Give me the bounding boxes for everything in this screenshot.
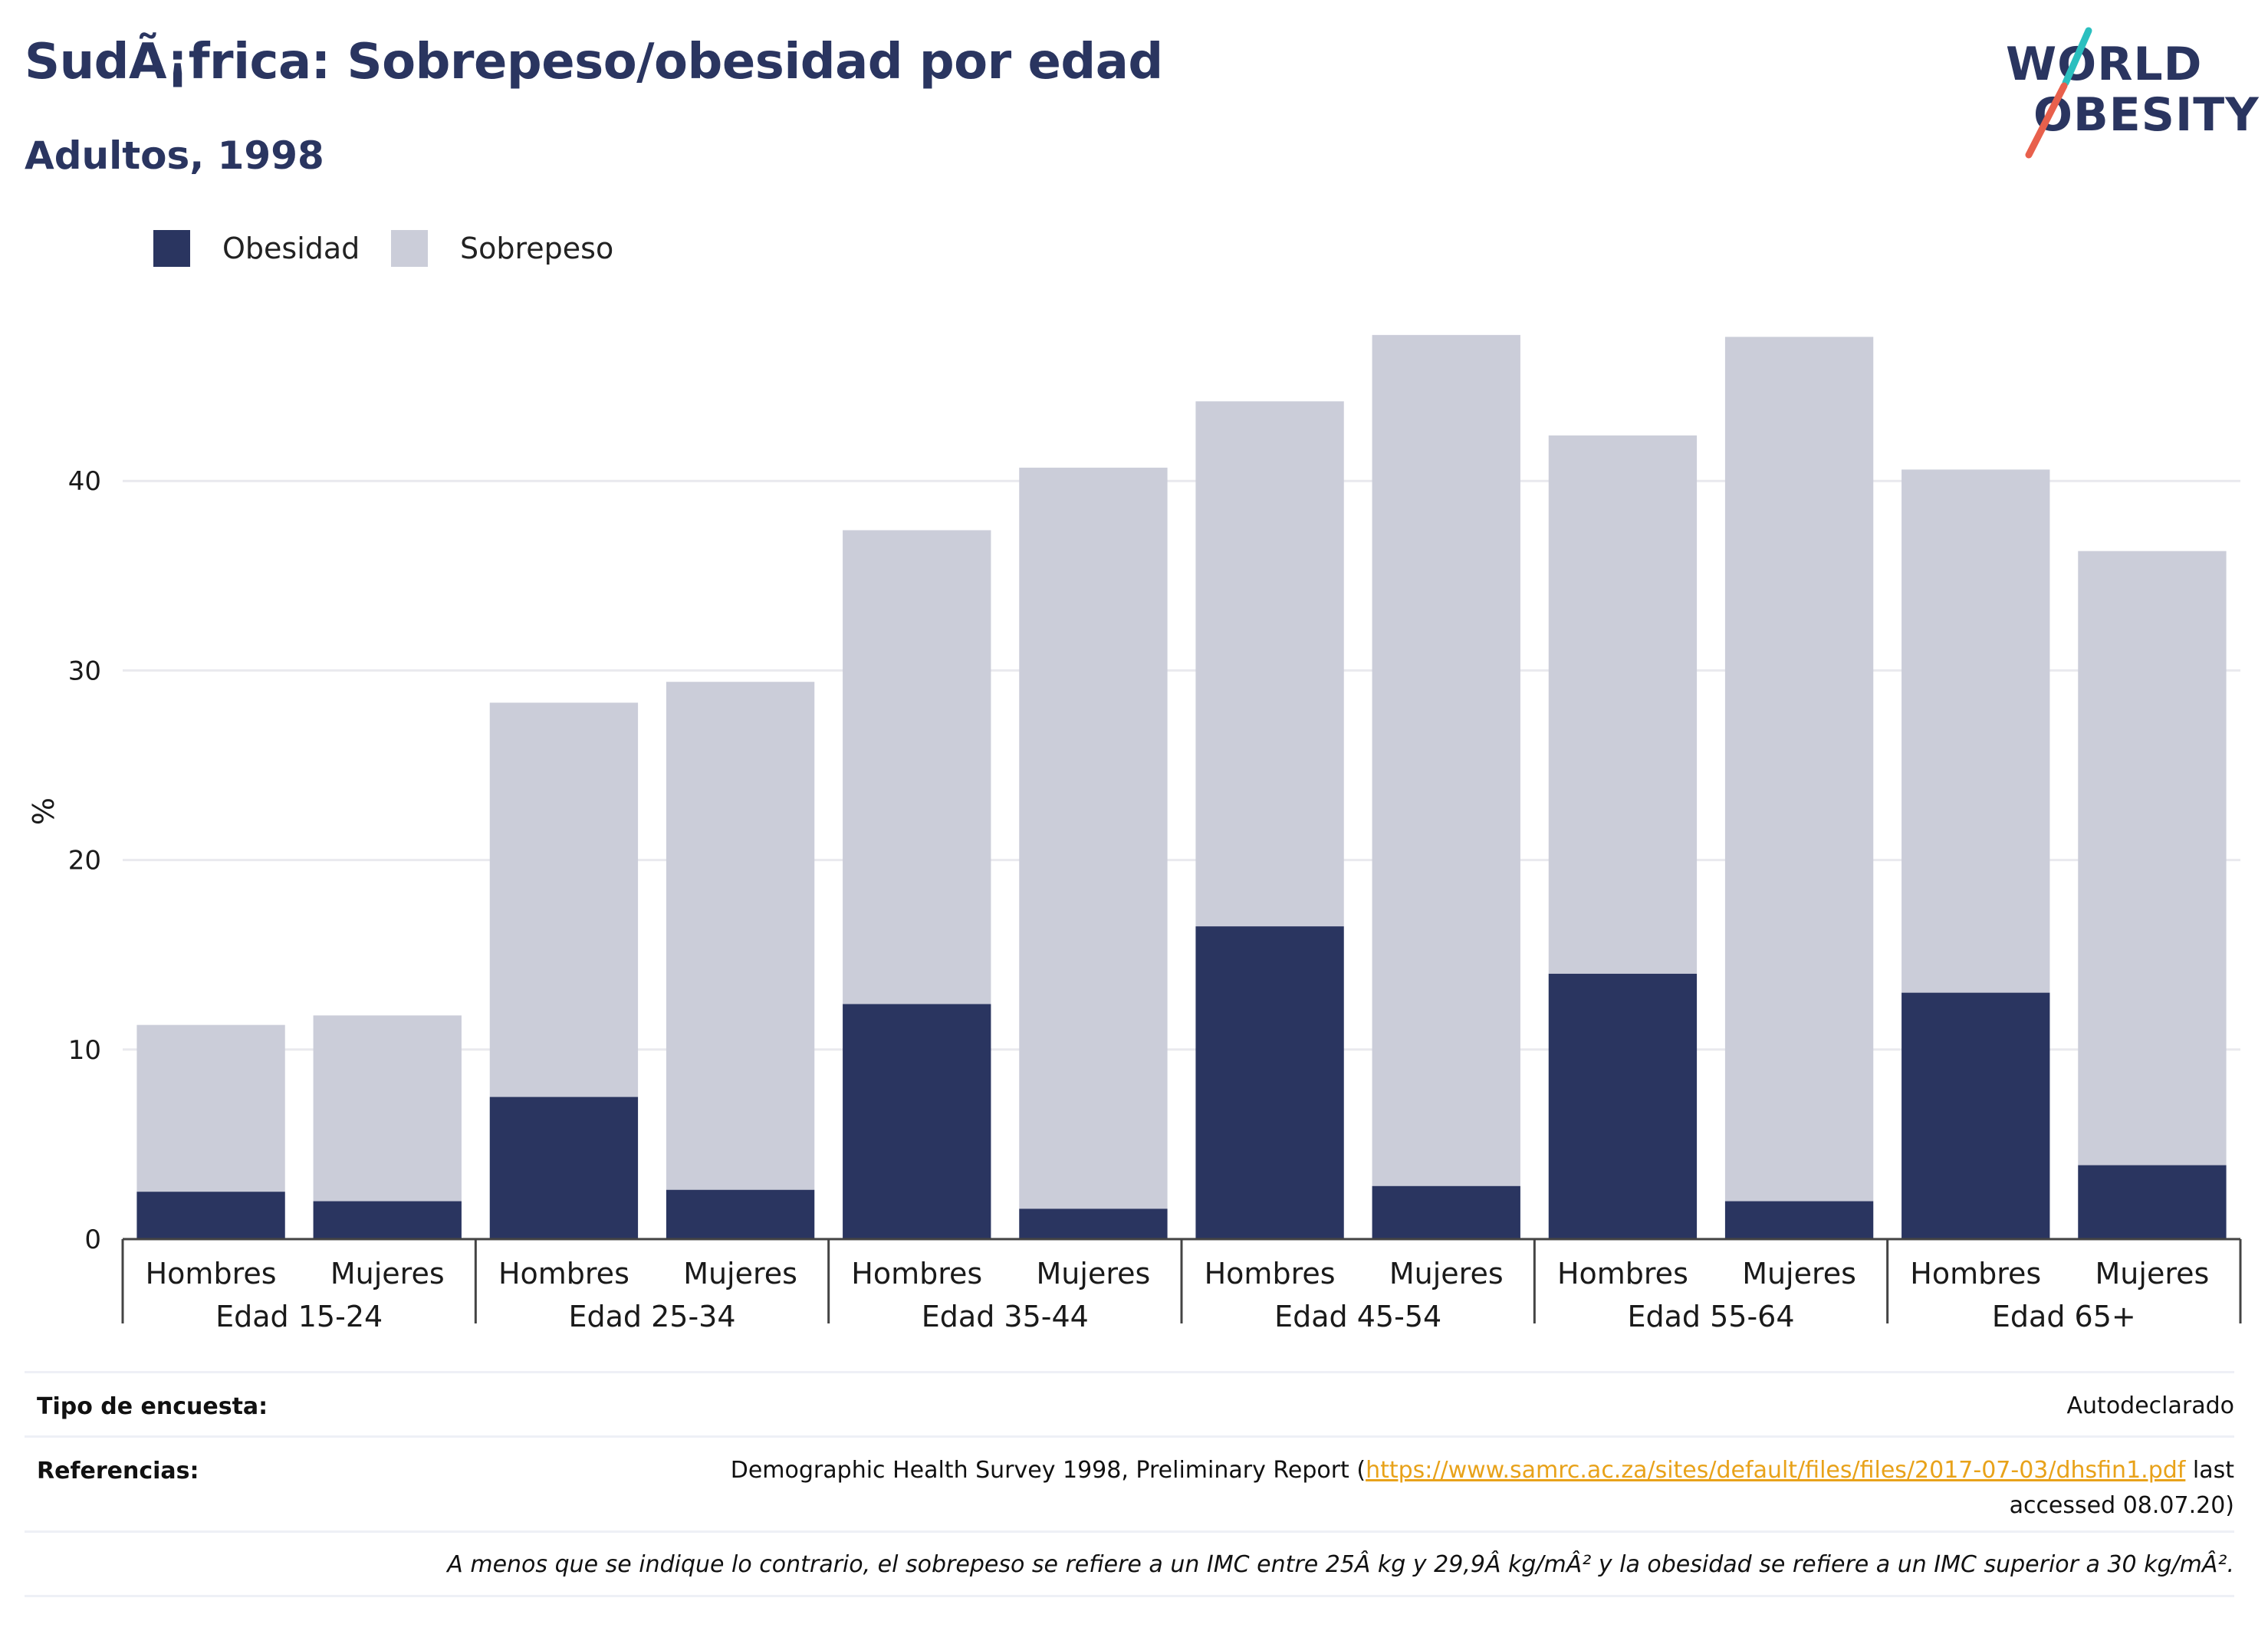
x-sub-tick-label: Mujeres [683, 1257, 797, 1290]
page-title: SudÃ¡frica: Sobrepeso/obesidad por edad [25, 34, 1163, 90]
references-label: Referencias: [37, 1458, 199, 1484]
bar-obesidad [1902, 992, 2050, 1239]
references-value: Demographic Health Survey 1998, Prelimin… [731, 1453, 2234, 1524]
y-axis-title: % [27, 797, 61, 825]
bar-sobrepeso [1019, 467, 1168, 1209]
x-sub-tick-label: Hombres [851, 1257, 982, 1290]
x-sub-tick-label: Mujeres [2095, 1257, 2210, 1290]
bar-obesidad [666, 1189, 815, 1239]
bar-obesidad [1195, 926, 1344, 1239]
footer-bottom-rule [25, 1595, 2234, 1598]
bar-obesidad [2078, 1165, 2227, 1239]
bar-sobrepeso [489, 702, 639, 1097]
x-group-label: Edad 25-34 [568, 1300, 735, 1333]
bar-sobrepeso [1372, 334, 1520, 1186]
y-tick-label: 40 [68, 466, 101, 497]
logo-slash-icon [2025, 27, 2092, 159]
survey-type-label: Tipo de encuesta: [37, 1393, 268, 1420]
x-sub-tick-label: Hombres [1557, 1257, 1688, 1290]
bar-obesidad [313, 1201, 462, 1239]
legend-label-obesidad: Obesidad [222, 232, 360, 265]
references-link[interactable]: https://www.samrc.ac.za/sites/default/fi… [1366, 1457, 2186, 1484]
survey-type-value: Autodeclarado [2066, 1392, 2234, 1419]
x-group-label: Edad 15-24 [215, 1300, 383, 1333]
bar-sobrepeso [136, 1024, 285, 1192]
bar-obesidad [1372, 1185, 1520, 1239]
bar-obesidad [1019, 1208, 1168, 1239]
legend-swatch-obesidad [153, 230, 190, 267]
x-sub-tick-label: Hombres [1910, 1257, 2041, 1290]
x-group-label: Edad 45-54 [1274, 1300, 1441, 1333]
bar-sobrepeso [843, 530, 991, 1004]
stacked-bar-chart: 0 10 20 30 40% Hombres Mujeres Hombres Mujeres Ho… [27, 334, 2242, 1333]
bar-obesidad [489, 1096, 639, 1239]
x-group-label: Edad 65+ [1992, 1300, 2136, 1333]
x-sub-tick-label: Hombres [1205, 1257, 1336, 1290]
legend-label-sobrepeso: Sobrepeso [460, 232, 614, 265]
x-group-label: Edad 35-44 [922, 1300, 1089, 1333]
footer-row-survey: Tipo de encuesta: Autodeclarado [25, 1371, 2234, 1438]
references-text: Demographic Health Survey 1998, Prelimin… [730, 1457, 1366, 1484]
legend-swatch-sobrepeso [391, 230, 428, 267]
footer-row-note: A menos que se indique lo contrario, el … [25, 1530, 2234, 1597]
page-subtitle: Adultos, 1998 [25, 133, 324, 178]
x-sub-tick-label: Mujeres [1037, 1257, 1151, 1290]
y-tick-label: 20 [68, 846, 101, 876]
bar-sobrepeso [1548, 435, 1698, 974]
bar-obesidad [843, 1004, 991, 1239]
x-sub-tick-label: Mujeres [1742, 1257, 1856, 1290]
y-tick-label: 10 [68, 1035, 101, 1066]
logo-text-obesity: OBESITY [2033, 88, 2260, 142]
x-sub-tick-label: Mujeres [1389, 1257, 1504, 1290]
x-group-label: Edad 55-64 [1627, 1300, 1794, 1333]
bar-obesidad [1548, 973, 1698, 1239]
bar-sobrepeso [1195, 401, 1344, 927]
world-obesity-logo: WORLD OBESITY [1994, 23, 2259, 169]
bar-sobrepeso [1902, 469, 2050, 993]
references-text-after: last [2185, 1457, 2234, 1484]
bar-sobrepeso [2078, 551, 2227, 1165]
y-tick-label: 30 [68, 656, 101, 686]
y-tick-label: 0 [84, 1225, 101, 1255]
definition-note: A menos que se indique lo contrario, el … [447, 1551, 2234, 1578]
x-sub-tick-label: Hombres [146, 1257, 277, 1290]
bar-sobrepeso [1724, 337, 1874, 1202]
bar-obesidad [136, 1192, 285, 1239]
references-text-line2: accessed 08.07.20) [2009, 1492, 2234, 1519]
x-sub-tick-label: Hombres [498, 1257, 629, 1290]
bar-obesidad [1724, 1201, 1874, 1239]
x-sub-tick-label: Mujeres [330, 1257, 445, 1290]
logo-text-world: WORLD [2006, 38, 2203, 91]
footer-row-references: Referencias: Demographic Health Survey 1… [25, 1435, 2234, 1533]
bar-sobrepeso [666, 682, 815, 1190]
bar-sobrepeso [313, 1015, 462, 1202]
